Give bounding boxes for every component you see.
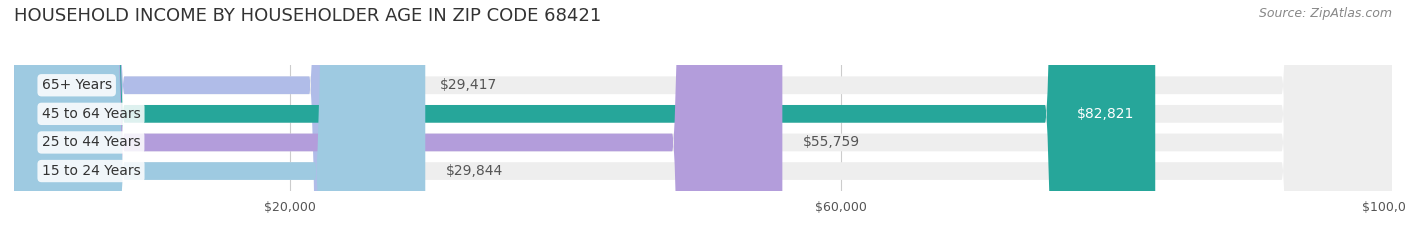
FancyBboxPatch shape <box>14 0 425 233</box>
FancyBboxPatch shape <box>14 0 1156 233</box>
Text: $29,417: $29,417 <box>440 78 498 92</box>
Text: $82,821: $82,821 <box>1077 107 1135 121</box>
FancyBboxPatch shape <box>14 0 419 233</box>
Text: HOUSEHOLD INCOME BY HOUSEHOLDER AGE IN ZIP CODE 68421: HOUSEHOLD INCOME BY HOUSEHOLDER AGE IN Z… <box>14 7 602 25</box>
Text: 65+ Years: 65+ Years <box>42 78 111 92</box>
FancyBboxPatch shape <box>14 0 1392 233</box>
Text: 15 to 24 Years: 15 to 24 Years <box>42 164 141 178</box>
Text: Source: ZipAtlas.com: Source: ZipAtlas.com <box>1258 7 1392 20</box>
Text: 25 to 44 Years: 25 to 44 Years <box>42 135 141 149</box>
FancyBboxPatch shape <box>14 0 1392 233</box>
Text: $29,844: $29,844 <box>446 164 503 178</box>
FancyBboxPatch shape <box>14 0 1392 233</box>
FancyBboxPatch shape <box>14 0 782 233</box>
FancyBboxPatch shape <box>14 0 1392 233</box>
Text: 45 to 64 Years: 45 to 64 Years <box>42 107 141 121</box>
Text: $55,759: $55,759 <box>803 135 860 149</box>
